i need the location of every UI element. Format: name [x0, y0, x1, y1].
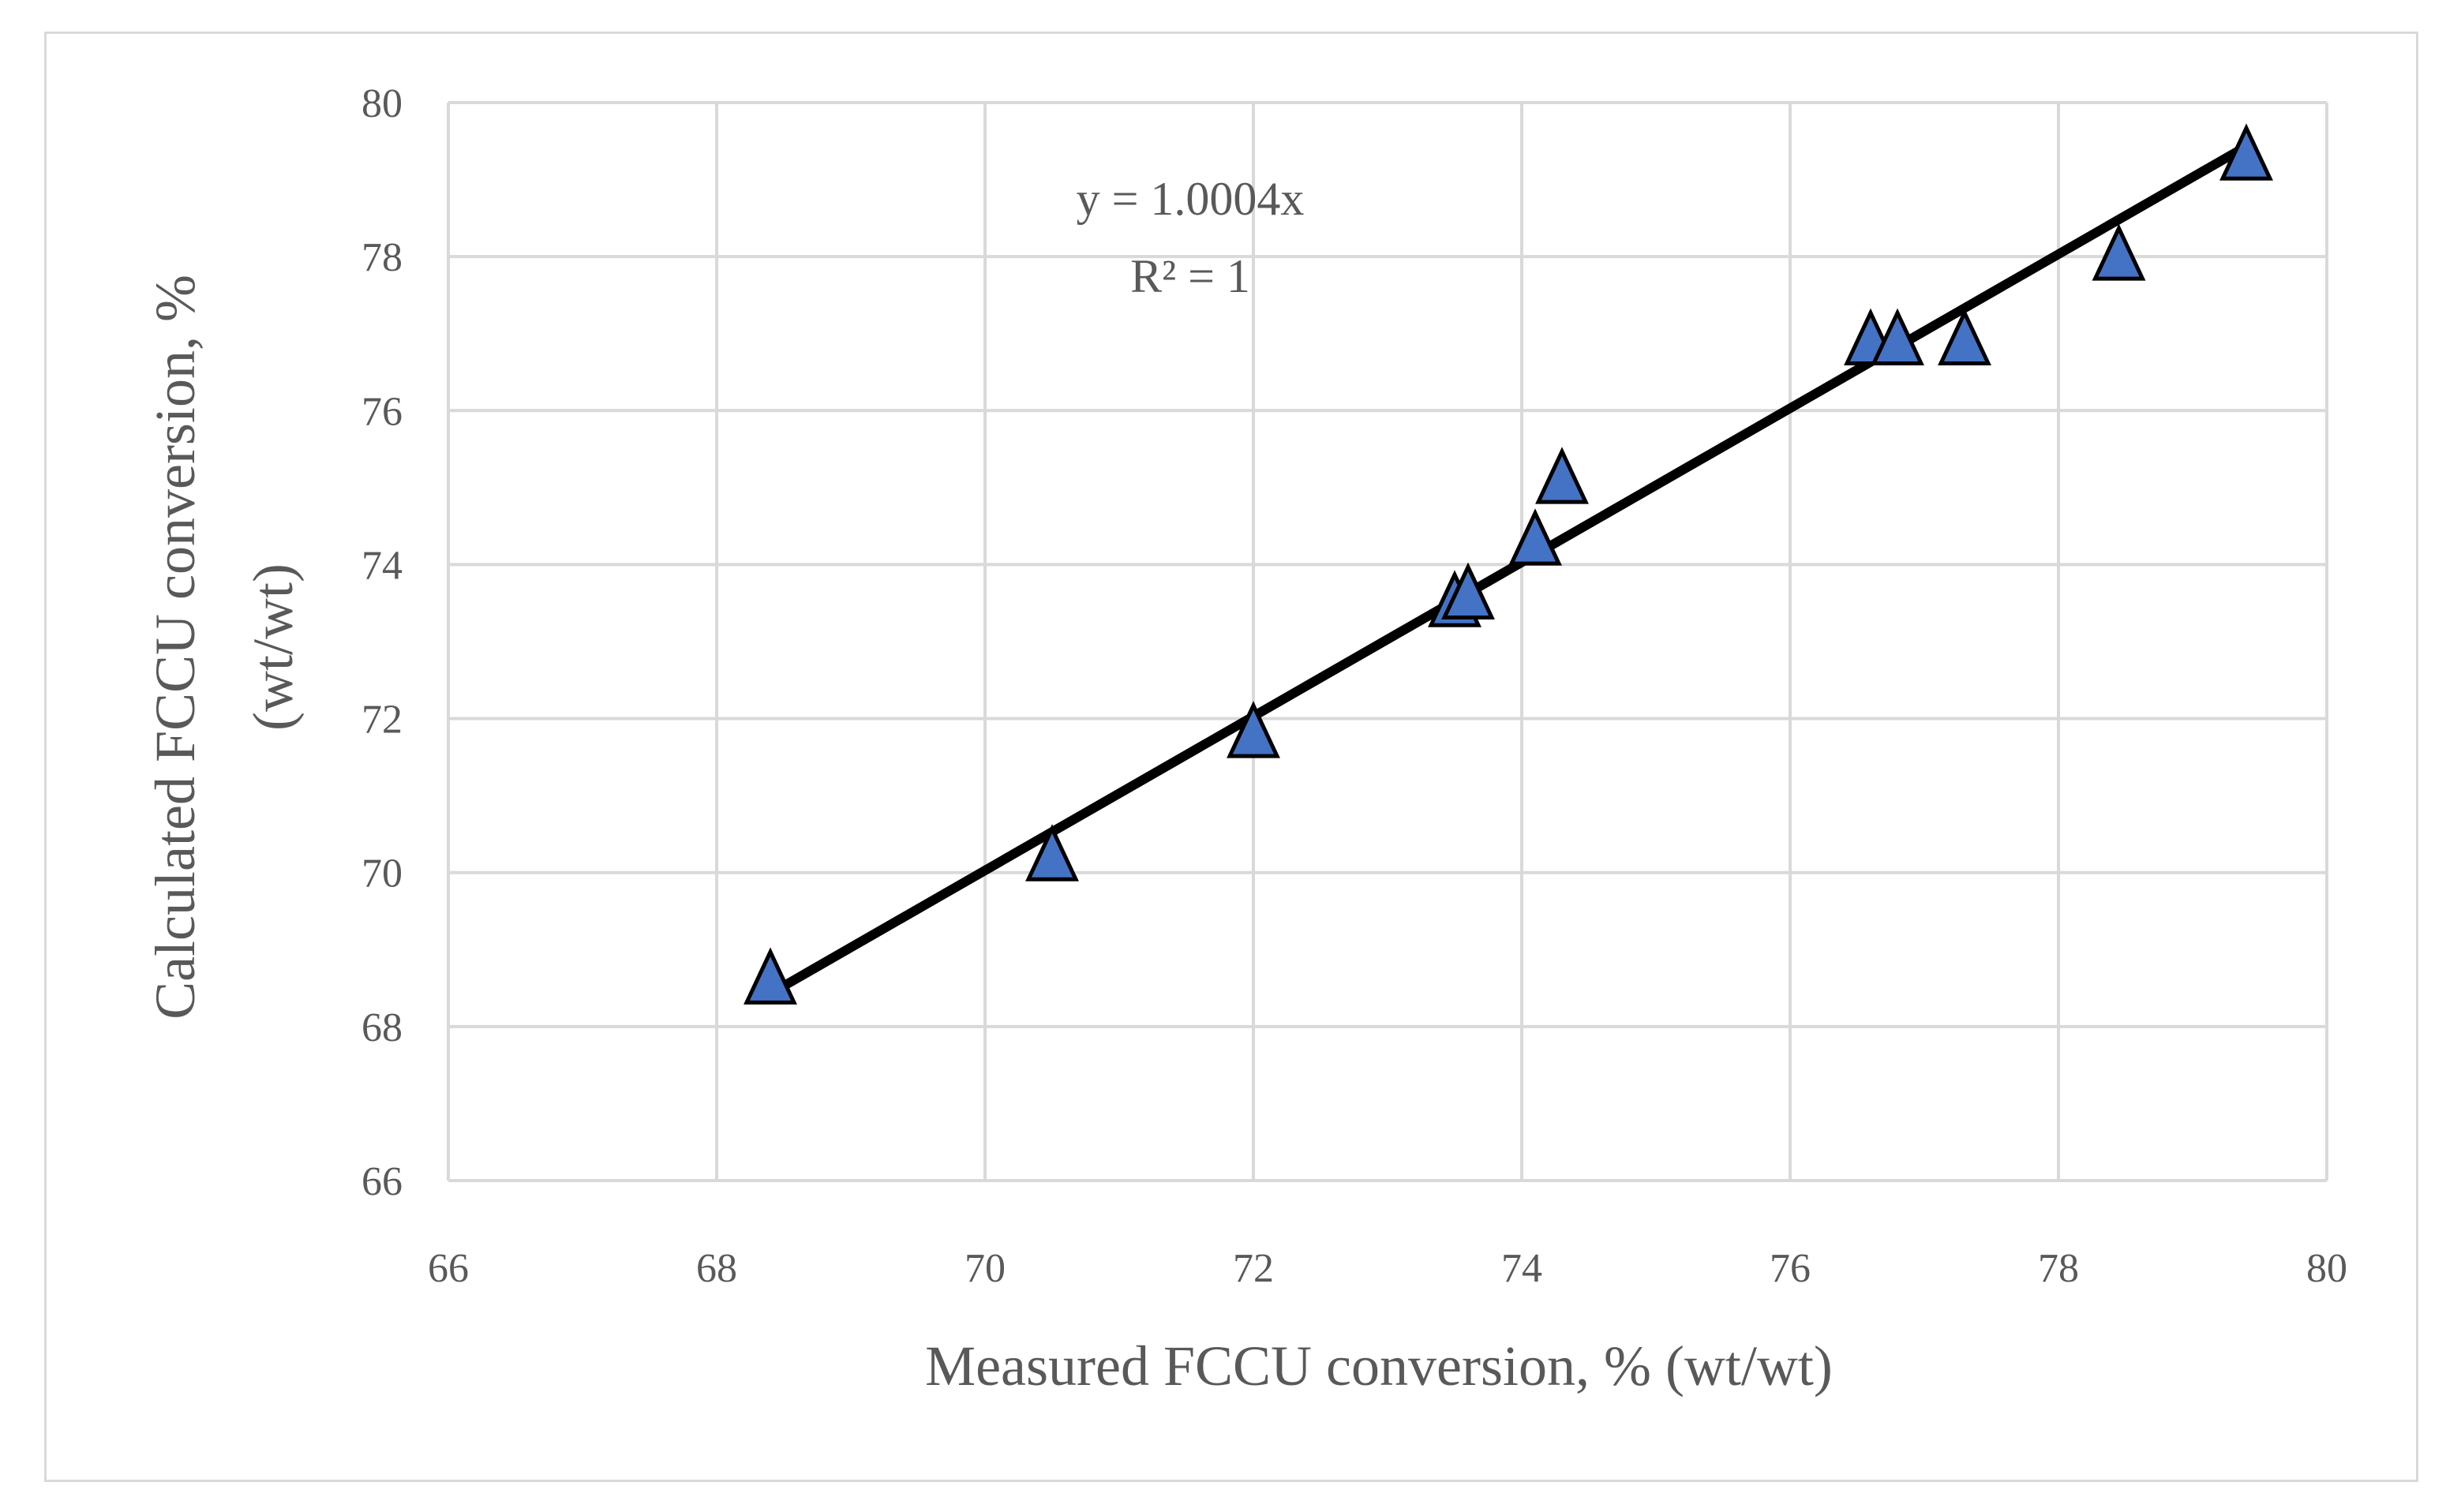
grid-lines	[447, 101, 2328, 1182]
x-tick-label: 68	[696, 1246, 737, 1291]
y-axis-title-line-1: Calculated FCCU conversion, %	[144, 275, 207, 1020]
data-point	[2092, 223, 2146, 281]
data-point	[1025, 824, 1079, 881]
tick-labels: 66 68 70 72 74 76 78 80 66 68 70 72 74 76 78 80	[361, 81, 2347, 1291]
y-tick-label: 76	[361, 389, 403, 434]
y-tick-label: 72	[361, 698, 403, 743]
trendline-equation: y = 1.0004x	[1077, 173, 1305, 225]
data-point	[2219, 123, 2273, 181]
data-point	[1871, 308, 1924, 365]
y-tick-label: 74	[361, 543, 403, 588]
x-tick-label: 76	[1770, 1246, 1811, 1291]
x-tick-label: 70	[965, 1246, 1006, 1291]
data-point	[1535, 447, 1589, 504]
data-point	[1508, 508, 1562, 566]
x-tick-label: 80	[2306, 1246, 2347, 1291]
y-tick-label: 66	[361, 1159, 403, 1204]
y-axis-title-line-2: (wt/wt)	[242, 563, 305, 731]
y-tick-label: 78	[361, 235, 403, 280]
r-squared-label: R² = 1	[1130, 250, 1250, 302]
x-tick-label: 74	[1501, 1246, 1542, 1291]
y-axis-title-line-1-group: Calculated FCCU conversion, %	[144, 275, 207, 1020]
y-tick-label: 70	[361, 851, 403, 896]
y-tick-label: 80	[361, 81, 403, 126]
data-point	[1441, 562, 1495, 619]
x-axis-title: Measured FCCU conversion, % (wt/wt)	[925, 1334, 1833, 1398]
data-point	[744, 947, 797, 1005]
x-tick-label: 66	[428, 1246, 469, 1291]
data-point	[1938, 308, 1991, 365]
trendline	[766, 141, 2251, 999]
x-tick-label: 72	[1233, 1246, 1274, 1291]
data-point	[1227, 701, 1280, 758]
y-axis-title-line-2-group: (wt/wt)	[242, 563, 305, 731]
y-tick-label: 68	[361, 1005, 403, 1050]
data-points	[744, 123, 2273, 1005]
x-tick-label: 78	[2038, 1246, 2079, 1291]
